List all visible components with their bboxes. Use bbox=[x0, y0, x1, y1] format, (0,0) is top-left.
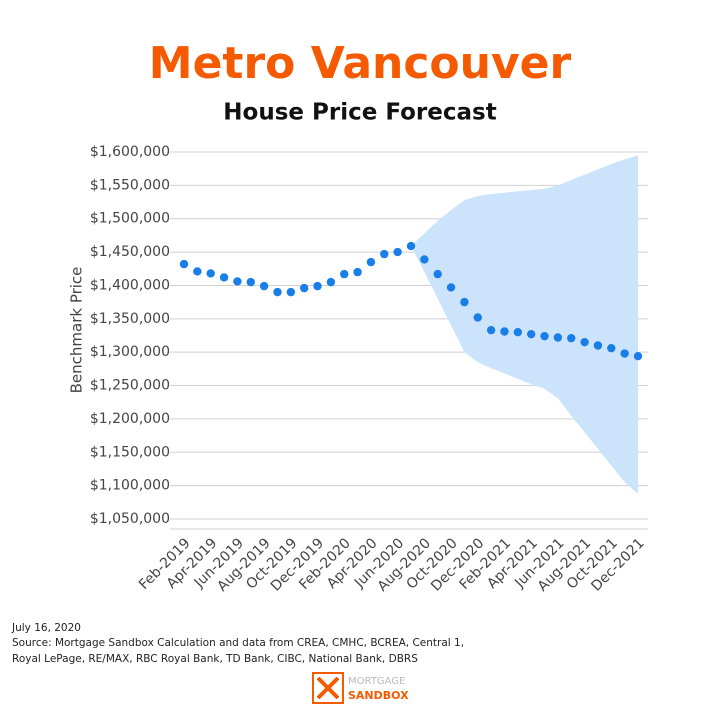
data-point bbox=[233, 277, 242, 286]
data-point bbox=[567, 333, 576, 343]
data-point bbox=[299, 283, 309, 293]
data-point bbox=[607, 343, 616, 353]
logo: MORTGAGE SANDBOX bbox=[312, 672, 409, 704]
data-point bbox=[366, 257, 376, 267]
note: July 16, 2020 bbox=[11, 622, 81, 634]
data-point bbox=[246, 277, 255, 287]
note: Source: Mortgage Sandbox Calculation and… bbox=[12, 637, 464, 649]
data-point bbox=[219, 273, 229, 282]
data-point bbox=[273, 287, 282, 297]
data-point bbox=[633, 351, 643, 361]
data-point bbox=[553, 333, 563, 342]
data-point bbox=[620, 349, 629, 358]
data-point bbox=[513, 327, 523, 337]
data-point bbox=[179, 259, 189, 269]
logo-text: MORTGAGE bbox=[348, 676, 405, 687]
logo-icon bbox=[316, 676, 340, 700]
data-point bbox=[206, 269, 215, 278]
data-point bbox=[500, 327, 509, 336]
data-point bbox=[460, 297, 469, 307]
data-point bbox=[393, 247, 402, 257]
y-tick-label: $1,200,000 bbox=[90, 411, 170, 427]
y-tick-label: $1,500,000 bbox=[90, 211, 170, 227]
data-point bbox=[420, 255, 429, 264]
data-point bbox=[473, 313, 482, 322]
data-point bbox=[540, 331, 549, 341]
data-point bbox=[486, 325, 496, 335]
data-point bbox=[193, 267, 202, 276]
data-point bbox=[326, 277, 336, 287]
chart-title: Metro Vancouver bbox=[149, 38, 572, 89]
data-point bbox=[353, 267, 362, 277]
logo-icon bbox=[312, 672, 344, 704]
data-point bbox=[380, 249, 389, 259]
data-point bbox=[340, 269, 349, 279]
chart-subtitle: House Price Forecast bbox=[223, 100, 496, 126]
logo-text: SANDBOX bbox=[348, 689, 409, 702]
data-point bbox=[446, 283, 456, 292]
y-tick-label: $1,350,000 bbox=[90, 311, 170, 327]
y-tick-label: $1,400,000 bbox=[90, 277, 170, 293]
y-tick-label: $1,100,000 bbox=[90, 478, 170, 494]
data-point bbox=[313, 281, 322, 291]
data-point bbox=[580, 337, 589, 347]
y-axis-label: Benchmark Price bbox=[68, 267, 86, 394]
y-tick-label: $1,600,000 bbox=[90, 144, 170, 160]
data-point bbox=[593, 341, 603, 350]
y-tick-label: $1,050,000 bbox=[90, 511, 170, 527]
data-point bbox=[433, 269, 442, 279]
y-tick-label: $1,250,000 bbox=[90, 378, 170, 394]
forecast-band bbox=[411, 155, 638, 494]
data-point bbox=[406, 241, 416, 251]
data-point bbox=[286, 287, 296, 297]
y-tick-label: $1,150,000 bbox=[90, 444, 170, 460]
y-tick-label: $1,450,000 bbox=[90, 244, 170, 260]
y-tick-label: $1,300,000 bbox=[90, 344, 170, 360]
data-point bbox=[526, 329, 536, 339]
data-point bbox=[259, 281, 269, 291]
note: Royal LePage, RE/MAX, RBC Royal Bank, TD… bbox=[12, 653, 418, 665]
y-tick-label: $1,550,000 bbox=[90, 177, 170, 193]
